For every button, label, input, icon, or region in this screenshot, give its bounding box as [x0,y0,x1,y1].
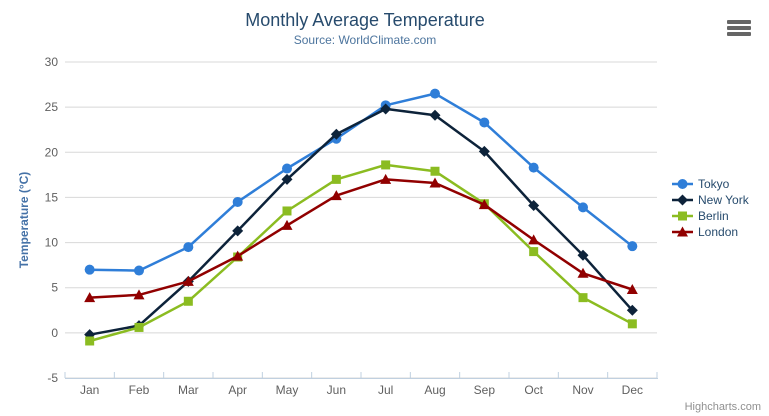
data-point-london[interactable] [281,219,293,230]
data-point-berlin[interactable] [85,336,95,346]
legend-symbol-diamond-icon [677,194,688,206]
legend-label: New York [698,193,749,207]
y-axis-tick-label: -5 [47,371,58,385]
data-point-berlin[interactable] [529,247,539,257]
data-point-tokyo[interactable] [627,241,638,252]
y-axis-title: Temperature (°C) [17,171,31,269]
chart-subtitle: Source: WorldClimate.com [293,33,437,47]
x-axis-tick-label: Apr [228,383,247,397]
legend-item-new-york[interactable]: New York [672,192,749,208]
export-menu-button[interactable] [727,20,752,38]
y-axis-tick-label: 15 [45,190,59,204]
legend-symbol-circle-icon [677,179,688,189]
y-axis-tick-label: 10 [45,236,59,250]
legend-item-berlin[interactable]: Berlin [672,208,749,224]
data-point-new-york[interactable] [528,200,540,212]
x-axis-tick-label: Jan [80,383,99,397]
legend-marker-square-icon [672,211,693,221]
x-axis-tick-label: Feb [129,383,150,397]
x-axis-tick-label: Aug [424,383,445,397]
x-axis-tick-label: Sep [474,383,496,397]
y-axis-tick-label: 30 [45,55,59,69]
x-axis-tick-label: Nov [572,383,593,397]
legend-label: London [698,225,739,239]
chart-title: Monthly Average Temperature [245,10,485,30]
x-axis-tick-label: May [276,383,299,397]
series-line-berlin[interactable] [88,163,634,343]
data-point-new-york[interactable] [429,109,441,121]
y-axis-tick-label: 5 [51,281,58,295]
data-point-new-york[interactable] [281,173,293,185]
data-point-london[interactable] [577,267,589,278]
data-point-berlin[interactable] [430,166,440,176]
x-axis-tick-label: Jul [378,383,393,397]
data-point-berlin[interactable] [331,174,341,184]
data-point-new-york[interactable] [577,249,589,261]
highcharts-credits-link[interactable]: Highcharts.com [684,401,761,413]
y-axis-tick-label: 25 [45,100,59,114]
x-axis-tick-label: Dec [622,383,643,397]
data-point-new-york[interactable] [330,128,342,140]
data-point-berlin[interactable] [578,293,588,303]
legend-item-london[interactable]: London [672,224,749,240]
data-point-new-york[interactable] [478,145,490,157]
data-point-berlin[interactable] [381,160,391,170]
data-point-london[interactable] [478,199,490,210]
legend-marker-circle-icon [672,179,693,189]
data-point-berlin[interactable] [183,296,193,306]
data-point-tokyo[interactable] [528,162,539,173]
data-point-london[interactable] [429,177,441,188]
data-point-tokyo[interactable] [232,196,243,207]
legend-label: Berlin [698,209,729,223]
data-point-tokyo[interactable] [134,265,144,276]
hamburger-menu-icon [727,20,751,24]
data-point-berlin[interactable] [134,322,144,332]
data-point-london[interactable] [528,234,540,245]
legend-item-tokyo[interactable]: Tokyo [672,176,749,192]
data-point-london[interactable] [626,284,638,295]
y-axis-tick-label: 20 [45,145,59,159]
legend-marker-diamond-icon [672,194,693,206]
data-point-tokyo[interactable] [479,117,490,128]
data-point-london[interactable] [380,173,392,184]
data-point-london[interactable] [133,289,145,300]
data-point-london[interactable] [182,275,194,286]
data-point-tokyo[interactable] [282,163,292,174]
x-axis-tick-label: Mar [178,383,199,397]
x-axis-tick-label: Oct [524,383,543,397]
x-axis-tick-label: Jun [327,383,346,397]
data-point-london[interactable] [330,190,342,201]
data-point-berlin[interactable] [627,319,637,329]
data-point-new-york[interactable] [626,304,638,316]
data-point-tokyo[interactable] [430,88,440,99]
series-line-london[interactable] [88,178,634,299]
legend-symbol-triangle-icon [677,226,688,237]
data-point-tokyo[interactable] [578,202,588,213]
data-point-new-york[interactable] [380,103,392,115]
data-point-london[interactable] [84,292,96,303]
hamburger-menu-icon [727,26,751,30]
series-line-new-york[interactable] [88,107,634,336]
legend-marker-triangle-icon [672,226,693,237]
chart-legend: Tokyo New York Berlin London [672,176,749,240]
data-point-berlin[interactable] [282,206,292,216]
y-axis-tick-label: 0 [51,326,58,340]
data-point-tokyo[interactable] [183,242,194,253]
data-point-new-york[interactable] [232,225,244,237]
data-point-tokyo[interactable] [84,264,95,275]
legend-label: Tokyo [698,177,730,191]
hamburger-menu-icon [727,32,751,36]
data-point-london[interactable] [232,250,244,261]
legend-symbol-square-icon [678,211,687,221]
